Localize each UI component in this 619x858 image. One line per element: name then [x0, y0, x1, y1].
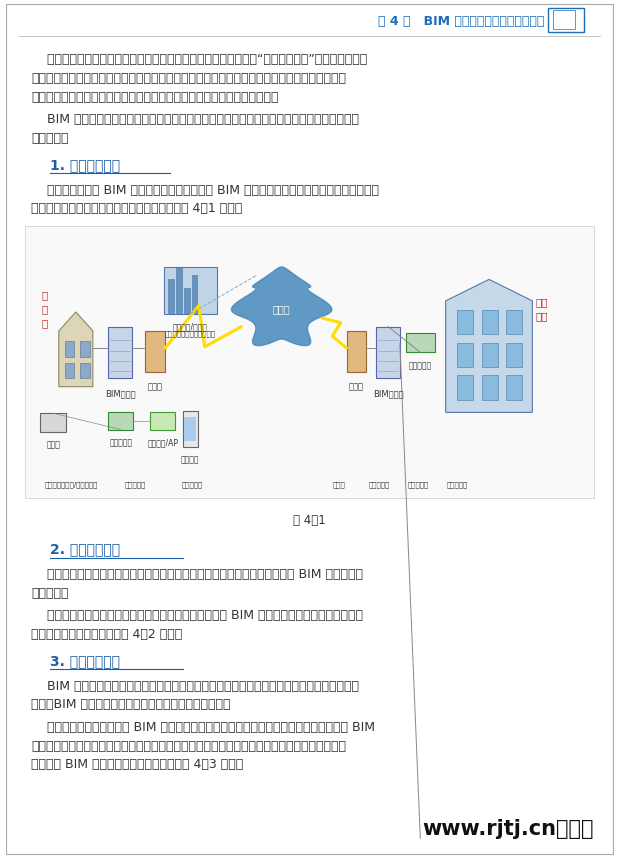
Text: 1. 网络组织架构: 1. 网络组织架构	[50, 158, 119, 172]
Bar	[482, 376, 498, 400]
Text: 智能手机: 智能手机	[181, 456, 199, 464]
Text: BIM 技术应用的任务可以是建设项目的全生命周期，也可以是全生命周期中的某几个阶段，: BIM 技术应用的任务可以是建设项目的全生命周期，也可以是全生命周期中的某几个阶…	[31, 680, 359, 692]
Polygon shape	[59, 312, 93, 387]
Text: BIM 技术应用的前期准备工作主要有网络组织架构、设计协同架构、人员配置架构和创建项: BIM 技术应用的前期准备工作主要有网络组织架构、设计协同架构、人员配置架构和创…	[31, 113, 359, 126]
Text: BIM服务器: BIM服务器	[105, 390, 136, 398]
Text: 平板计算机: 平板计算机	[181, 481, 202, 488]
Text: 应用相应的工作标准和流程，为有效保证按时、专业、高效地开展工作，应严格参照以下建设项: 应用相应的工作标准和流程，为有效保证按时、专业、高效地开展工作，应严格参照以下建…	[31, 740, 346, 752]
Text: www.rjtj.cn软荐网: www.rjtj.cn软荐网	[423, 819, 594, 839]
Bar	[25, 226, 594, 498]
Bar	[150, 413, 175, 430]
Text: 要对工程项目做 BIM 技术应用，第一步是搭建 BIM 应用网络平台环境，使模型和信息自动从: 要对工程项目做 BIM 技术应用，第一步是搭建 BIM 应用网络平台环境，使模型…	[31, 184, 379, 196]
Bar	[80, 341, 90, 357]
Bar	[347, 331, 366, 372]
Text: 投影仪: 投影仪	[333, 481, 345, 488]
Text: 有了硬件设备搭设的组织网络，对于软件和工作平台也要考虑，这样才能使 BIM 技术真正地: 有了硬件设备搭设的组织网络，对于软件和工作平台也要考虑，这样才能使 BIM 技术…	[31, 568, 363, 581]
Bar	[164, 267, 217, 314]
Text: 无线路由/AP: 无线路由/AP	[147, 438, 178, 447]
Text: 因此，BIM 技术应用人员配备应视业主委托的任务而定。: 因此，BIM 技术应用人员配备应视业主委托的任务而定。	[31, 698, 230, 711]
Text: 专业间进行严格的分工，主要体现在模型与信息的共享，也就是“打破信息孤岛”，在建设项目全: 专业间进行严格的分工，主要体现在模型与信息的共享，也就是“打破信息孤岛”，在建设…	[31, 53, 367, 66]
Text: 项
目
部: 项 目 部	[41, 290, 48, 329]
Text: 3. 人员配置架构: 3. 人员配置架构	[50, 654, 119, 668]
Polygon shape	[232, 267, 332, 346]
Bar	[184, 417, 196, 441]
Text: 生命周期内各专业的平台上实现模型共用、信息透明、资源共享，以加强各专业对项目的准确理: 生命周期内各专业的平台上实现模型共用、信息透明、资源共享，以加强各专业对项目的准…	[31, 72, 346, 85]
Bar	[406, 334, 435, 353]
Bar	[184, 288, 191, 314]
Text: 工作台式机: 工作台式机	[407, 481, 428, 488]
Text: 防火墙: 防火墙	[148, 383, 163, 391]
Bar	[40, 414, 66, 432]
Bar	[457, 311, 473, 335]
Text: 图 4－1: 图 4－1	[293, 514, 326, 527]
Text: 项目部到公司本部实现同步。网络组织架构如图 4－1 所示。: 项目部到公司本部实现同步。网络组织架构如图 4－1 所示。	[31, 202, 242, 215]
Text: 目样板等。: 目样板等。	[31, 132, 69, 145]
Text: 工作笔记本: 工作笔记本	[446, 481, 467, 488]
Bar	[145, 331, 165, 372]
Text: 千兆交换机: 千兆交换机	[409, 362, 432, 371]
Bar	[80, 363, 90, 378]
Text: 目全过程 BIM 技术应用参与角色列表，如图 4－3 所示。: 目全过程 BIM 技术应用参与角色列表，如图 4－3 所示。	[31, 758, 243, 771]
Bar	[65, 341, 74, 357]
Text: （文件共享存储备份服务）: （文件共享存储备份服务）	[165, 331, 216, 337]
Text: 2. 设计协同架构: 2. 设计协同架构	[50, 542, 119, 556]
Bar	[192, 275, 198, 314]
Text: 公司
本部: 公司 本部	[535, 298, 548, 322]
Text: 解，使得掌握的信息全面等，从而避免因对项目的错误理解所造成的损失。: 解，使得掌握的信息全面等，从而避免因对项目的错误理解所造成的损失。	[31, 91, 279, 104]
Bar	[548, 8, 584, 32]
Bar	[506, 343, 522, 367]
Bar	[457, 376, 473, 400]
Text: 超算中心/云服务: 超算中心/云服务	[173, 323, 208, 331]
Text: 便携笔记本: 便携笔记本	[124, 481, 145, 488]
Bar	[108, 413, 133, 430]
Text: 投影仪: 投影仪	[46, 441, 60, 450]
Bar	[506, 311, 522, 335]
Bar	[168, 280, 175, 314]
Bar	[176, 267, 183, 314]
Text: 演示汇报计算机/工作计算机: 演示汇报计算机/工作计算机	[45, 481, 98, 488]
Text: 演示汇报机: 演示汇报机	[369, 481, 390, 488]
Text: 千兆交换机: 千兆交换机	[109, 438, 132, 447]
Text: 互联网: 互联网	[273, 305, 290, 314]
Text: BIM服务器: BIM服务器	[373, 390, 404, 398]
Bar	[183, 411, 198, 447]
Text: 防火墙: 防火墙	[349, 383, 364, 391]
Bar	[506, 376, 522, 400]
Text: 通过设计协同架构这种方式，可以大量减少异地现场的 BIM 技术人员配置，大幅降低企业的: 通过设计协同架构这种方式，可以大量减少异地现场的 BIM 技术人员配置，大幅降低…	[31, 609, 363, 622]
Bar	[482, 343, 498, 367]
Text: 第 4 章   BIM 建筑与安装工程工程量计算: 第 4 章 BIM 建筑与安装工程工程量计算	[378, 15, 545, 28]
Text: 人力资源合理配置是确保 BIM 技术应用到各专业内协调性和可执行性的关键之一。根据 BIM: 人力资源合理配置是确保 BIM 技术应用到各专业内协调性和可执行性的关键之一。根…	[31, 721, 375, 734]
Bar	[108, 327, 132, 378]
Text: 人员成本。设计协同架构如图 4－2 所示。: 人员成本。设计协同架构如图 4－2 所示。	[31, 628, 182, 641]
Bar	[553, 10, 575, 29]
Bar	[376, 327, 400, 378]
Bar	[457, 343, 473, 367]
Bar	[65, 363, 74, 378]
Polygon shape	[446, 280, 532, 413]
Text: 运行起来。: 运行起来。	[31, 587, 69, 600]
Bar	[482, 311, 498, 335]
